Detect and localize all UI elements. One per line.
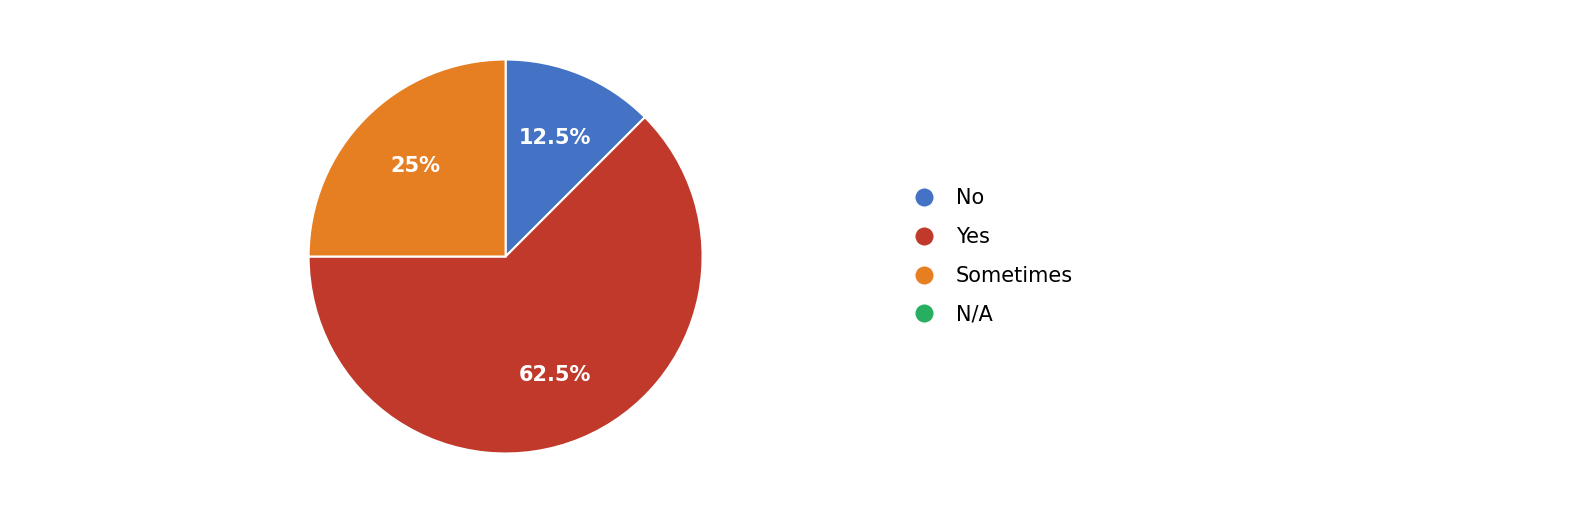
Wedge shape bbox=[506, 60, 645, 256]
Legend: No, Yes, Sometimes, N/A: No, Yes, Sometimes, N/A bbox=[896, 180, 1081, 333]
Wedge shape bbox=[308, 60, 506, 256]
Text: 12.5%: 12.5% bbox=[518, 128, 591, 148]
Text: 62.5%: 62.5% bbox=[518, 365, 591, 385]
Wedge shape bbox=[308, 117, 703, 453]
Text: 25%: 25% bbox=[390, 156, 441, 176]
